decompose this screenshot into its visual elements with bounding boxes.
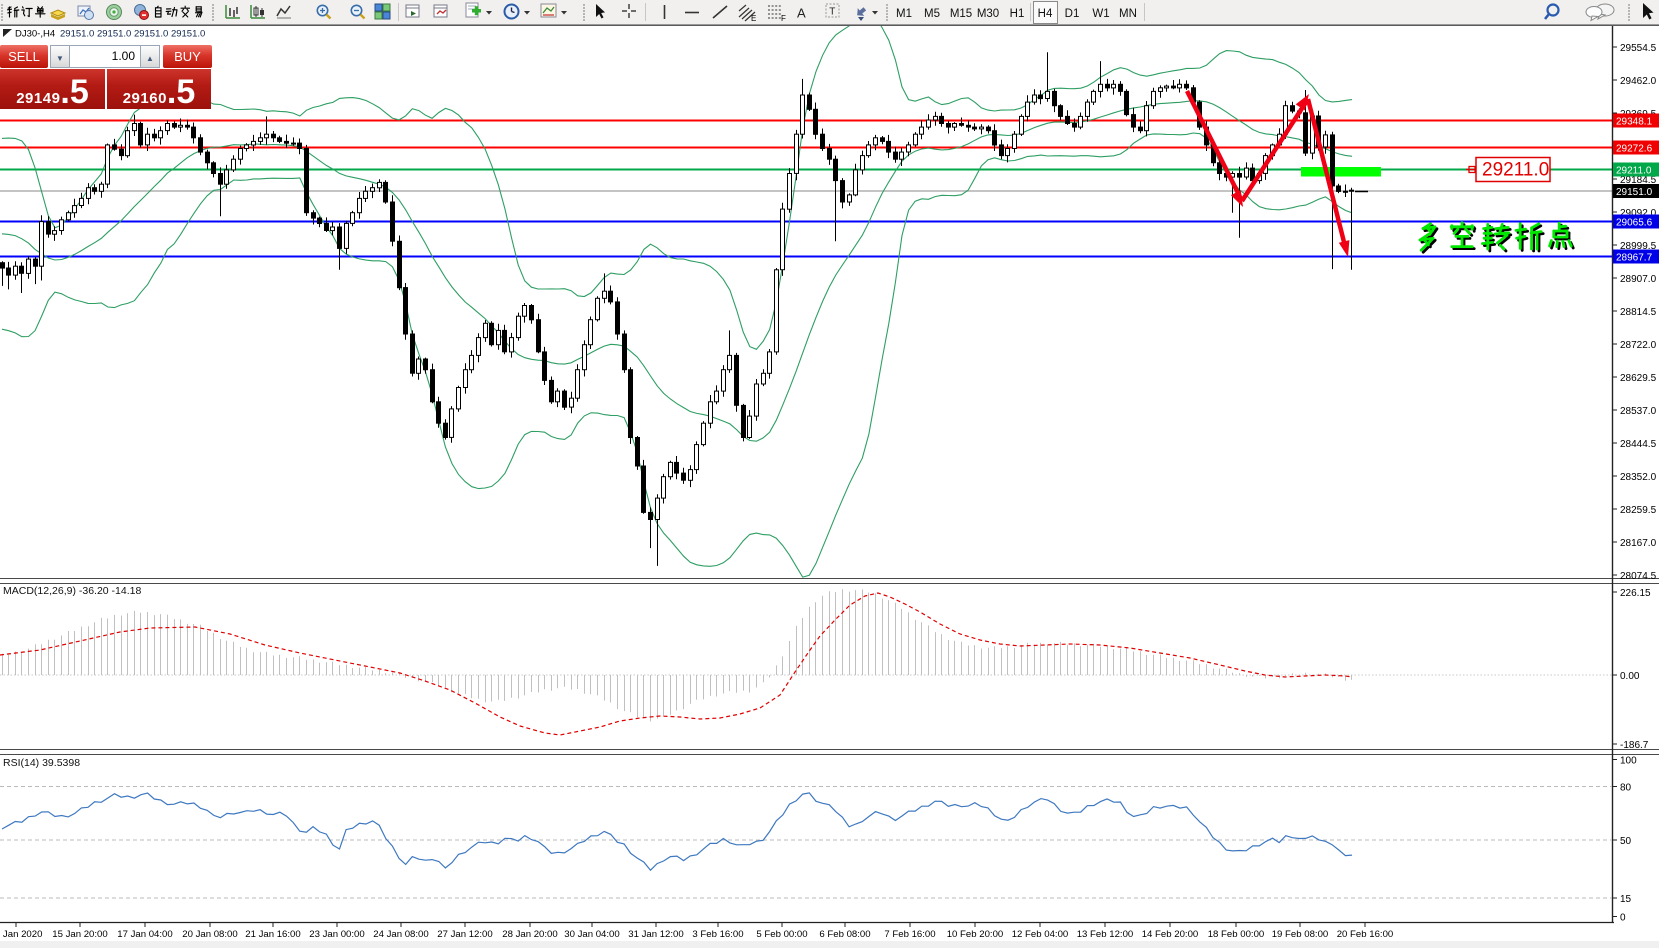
svg-text:0: 0 [1620, 913, 1626, 924]
svg-text:19 Feb 08:00: 19 Feb 08:00 [1272, 929, 1329, 940]
svg-text:28629.5: 28629.5 [1620, 373, 1657, 384]
svg-text:28967.7: 28967.7 [1616, 253, 1653, 264]
svg-text:H4: H4 [1038, 8, 1053, 20]
svg-text:226.15: 226.15 [1620, 588, 1651, 599]
svg-text:29348.1: 29348.1 [1616, 117, 1653, 128]
svg-text:29211.0: 29211.0 [1482, 160, 1549, 181]
svg-text:-186.7: -186.7 [1620, 740, 1649, 751]
svg-text:M5: M5 [924, 8, 940, 20]
svg-text:28167.0: 28167.0 [1620, 538, 1657, 549]
svg-text:MN: MN [1119, 8, 1137, 20]
svg-text:80: 80 [1620, 783, 1632, 794]
svg-text:29151.0: 29151.0 [1616, 187, 1653, 198]
svg-text:14 Feb 20:00: 14 Feb 20:00 [1142, 929, 1199, 940]
svg-text:28074.5: 28074.5 [1620, 571, 1657, 582]
svg-text:14 Jan 2020: 14 Jan 2020 [0, 929, 42, 940]
svg-text:28907.0: 28907.0 [1620, 274, 1657, 285]
svg-text:3 Feb 16:00: 3 Feb 16:00 [692, 929, 743, 940]
svg-text:29554.5: 29554.5 [1620, 43, 1657, 54]
svg-text:31 Jan 12:00: 31 Jan 12:00 [628, 929, 683, 940]
svg-text:29065.6: 29065.6 [1616, 218, 1653, 229]
svg-text:A: A [797, 6, 806, 21]
svg-text:28259.5: 28259.5 [1620, 505, 1657, 516]
svg-text:5 Feb 00:00: 5 Feb 00:00 [756, 929, 807, 940]
svg-text:29211.0: 29211.0 [1616, 166, 1652, 177]
svg-text:29092.0: 29092.0 [1620, 208, 1657, 219]
svg-text:0.00: 0.00 [1620, 671, 1640, 682]
svg-text:7 Feb 16:00: 7 Feb 16:00 [884, 929, 935, 940]
svg-text:29184.5: 29184.5 [1620, 175, 1657, 186]
svg-text:M1: M1 [896, 8, 912, 20]
svg-text:28 Jan 20:00: 28 Jan 20:00 [502, 929, 557, 940]
svg-text:RSI(14) 39.5398: RSI(14) 39.5398 [3, 757, 80, 769]
svg-text:H1: H1 [1010, 8, 1025, 20]
svg-text:21 Jan 16:00: 21 Jan 16:00 [245, 929, 300, 940]
svg-text:MACD(12,26,9) -36.20 -14.18: MACD(12,26,9) -36.20 -14.18 [3, 585, 141, 597]
svg-text:24 Jan 08:00: 24 Jan 08:00 [373, 929, 428, 940]
svg-text:D1: D1 [1065, 8, 1080, 20]
svg-text:28722.0: 28722.0 [1620, 340, 1657, 351]
svg-text:10 Feb 20:00: 10 Feb 20:00 [947, 929, 1004, 940]
svg-text:20 Feb 16:00: 20 Feb 16:00 [1337, 929, 1394, 940]
svg-text:20 Jan 08:00: 20 Jan 08:00 [182, 929, 237, 940]
svg-text:27 Jan 12:00: 27 Jan 12:00 [437, 929, 492, 940]
svg-text:E: E [751, 14, 756, 23]
svg-text:12 Feb 04:00: 12 Feb 04:00 [1012, 929, 1069, 940]
svg-text:17 Jan 04:00: 17 Jan 04:00 [117, 929, 172, 940]
svg-text:15: 15 [1620, 894, 1632, 905]
svg-text:29151.0 29151.0 29151.0 29151.: 29151.0 29151.0 29151.0 29151.0 [60, 29, 205, 40]
svg-text:23 Jan 00:00: 23 Jan 00:00 [309, 929, 364, 940]
svg-text:100: 100 [1620, 756, 1637, 767]
svg-text:50: 50 [1620, 836, 1632, 847]
svg-text:28537.0: 28537.0 [1620, 406, 1657, 417]
svg-text:M15: M15 [950, 8, 972, 20]
svg-text:29272.6: 29272.6 [1616, 144, 1653, 155]
svg-text:28352.0: 28352.0 [1620, 472, 1657, 483]
svg-text:DJ30-,H4: DJ30-,H4 [15, 29, 55, 40]
svg-text:28999.5: 28999.5 [1620, 241, 1657, 252]
svg-text:28814.5: 28814.5 [1620, 307, 1657, 318]
svg-text:29462.0: 29462.0 [1620, 76, 1657, 87]
svg-text:28444.5: 28444.5 [1620, 439, 1657, 450]
svg-text:T: T [829, 7, 835, 18]
svg-text:30 Jan 04:00: 30 Jan 04:00 [564, 929, 619, 940]
svg-text:6 Feb 08:00: 6 Feb 08:00 [819, 929, 870, 940]
svg-text:18 Feb 00:00: 18 Feb 00:00 [1208, 929, 1265, 940]
svg-text:15 Jan 20:00: 15 Jan 20:00 [52, 929, 107, 940]
svg-text:13 Feb 12:00: 13 Feb 12:00 [1077, 929, 1134, 940]
svg-text:W1: W1 [1092, 8, 1109, 20]
svg-text:F: F [781, 14, 786, 23]
svg-text:M30: M30 [977, 8, 999, 20]
